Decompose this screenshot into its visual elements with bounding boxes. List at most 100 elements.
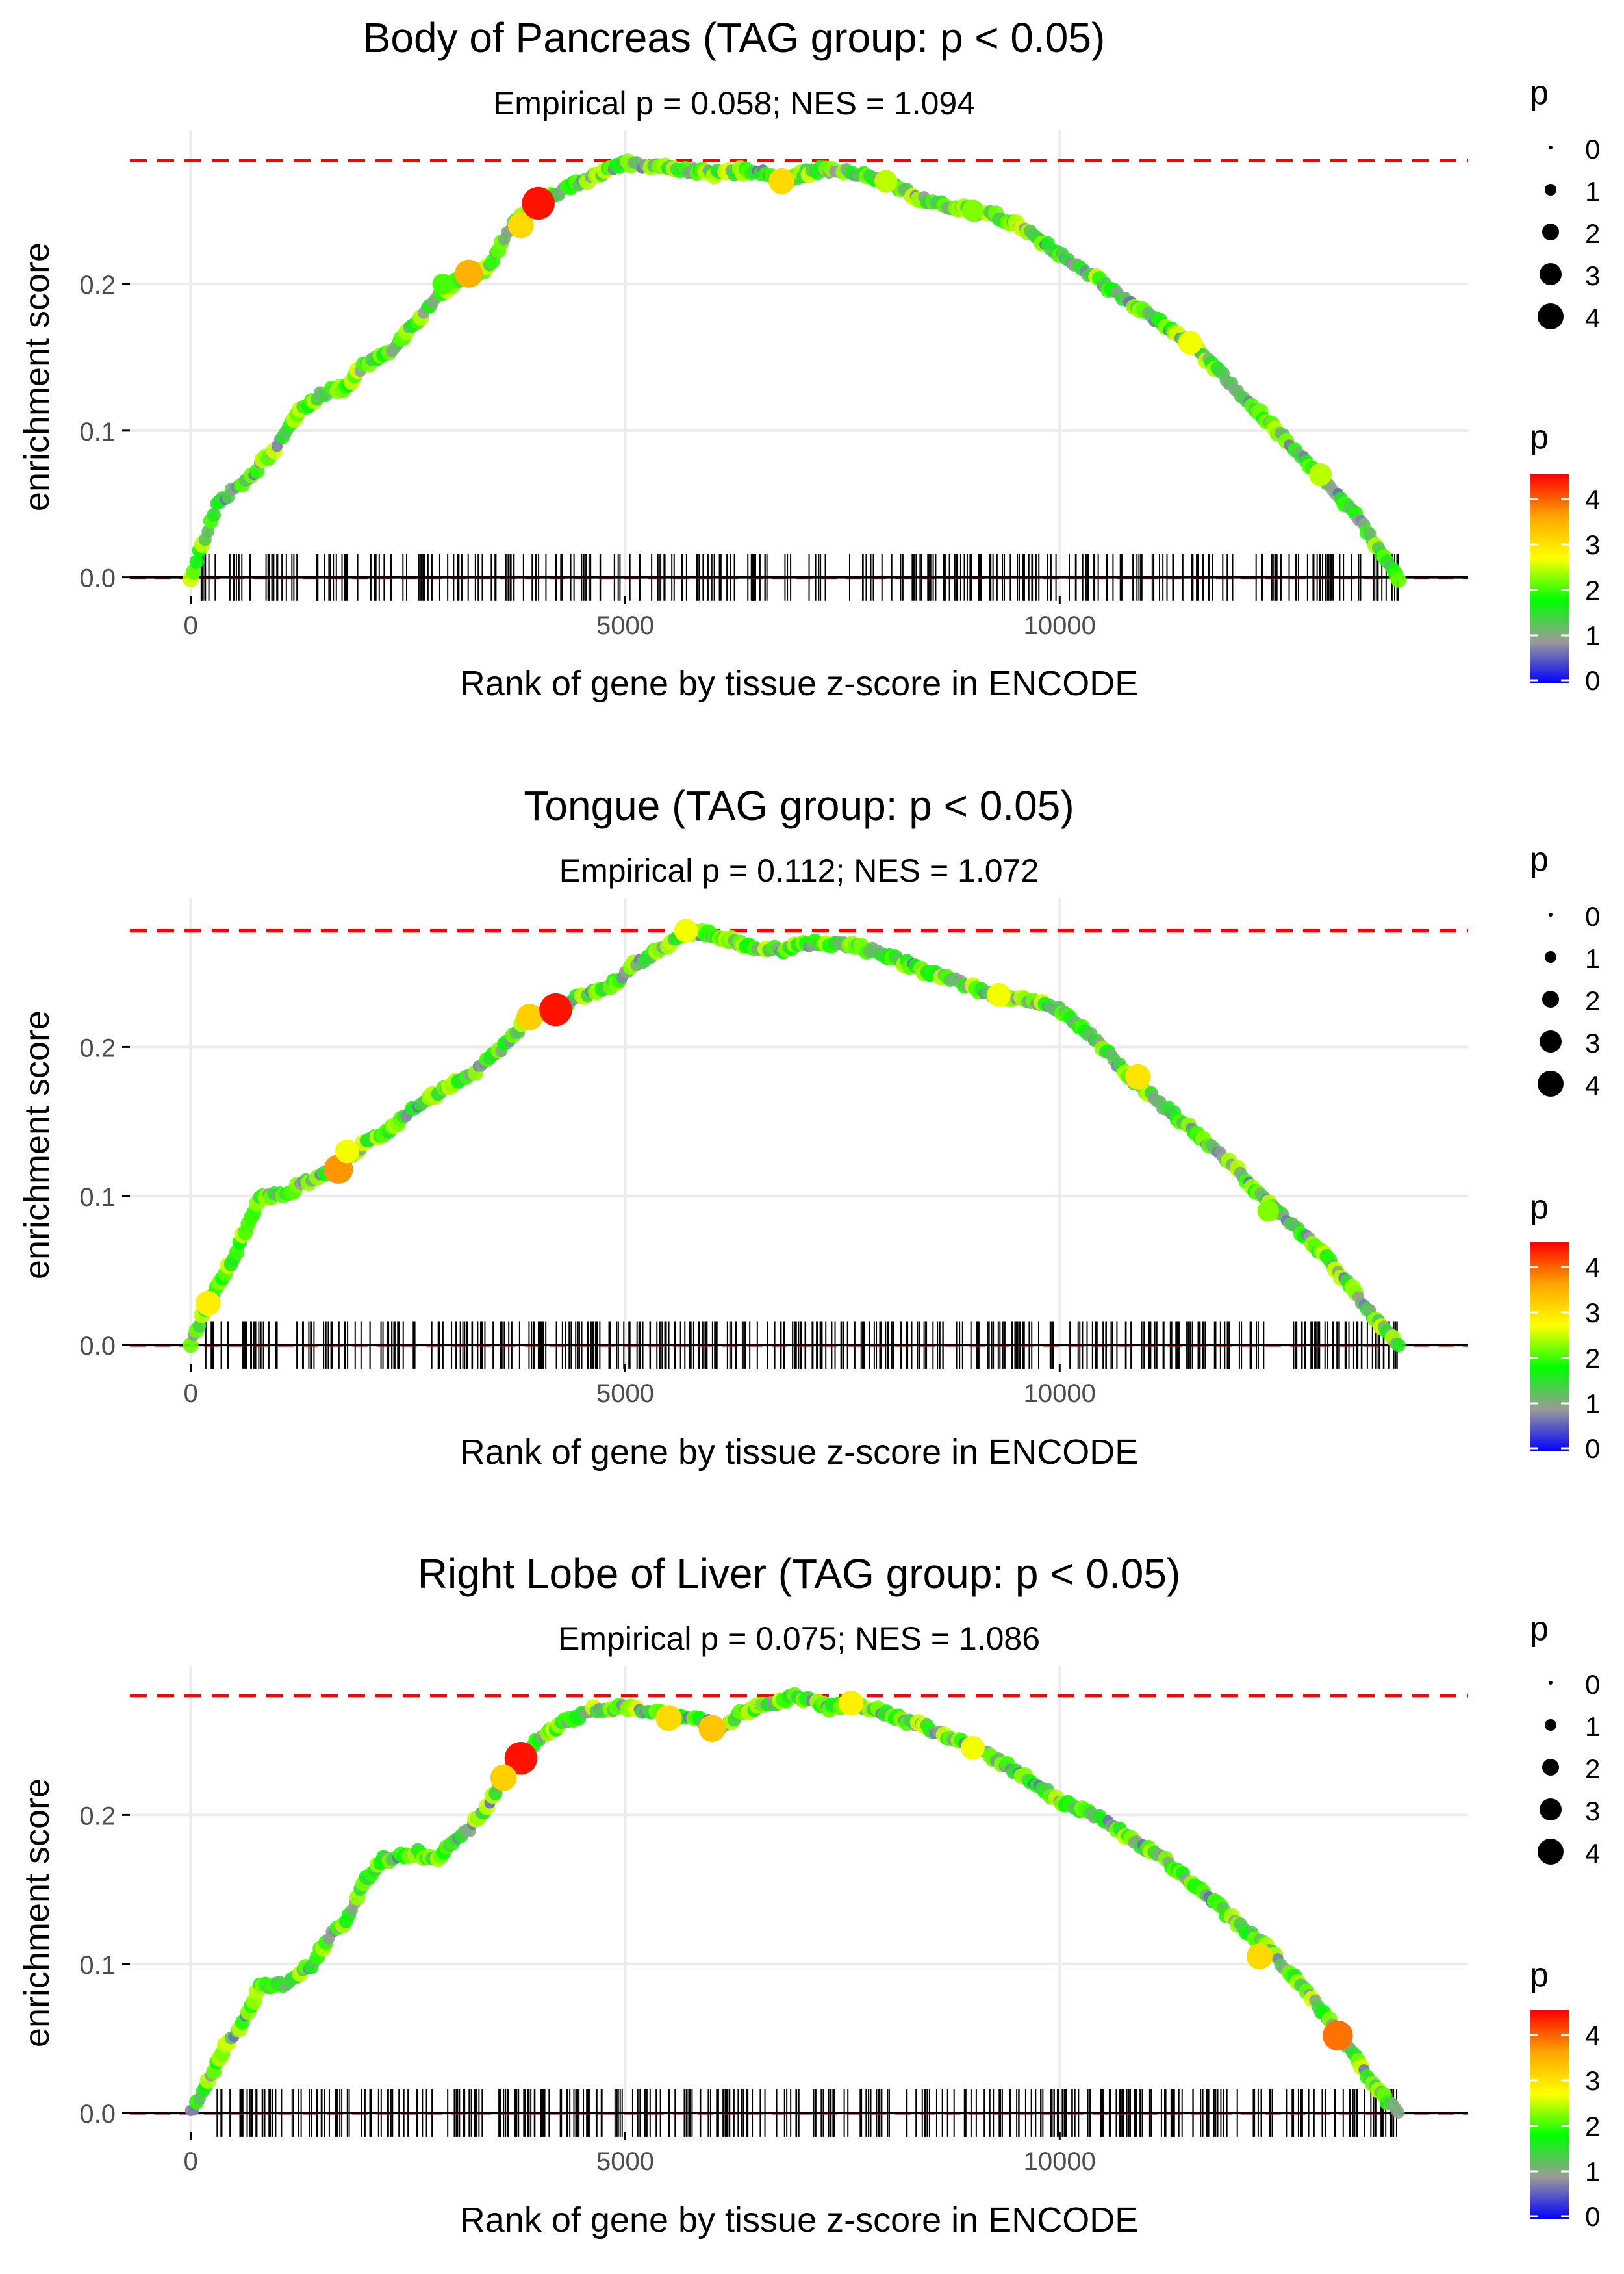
highlight-point-4 bbox=[839, 1691, 864, 1716]
x-axis-label: Rank of gene by tissue z-score in ENCODE bbox=[460, 664, 1138, 703]
legend-color-title: p bbox=[1530, 1188, 1549, 1226]
y-tick-label-2: 0.2 bbox=[79, 1802, 116, 1830]
legend-color: p 4 3 2 1 0 bbox=[1530, 418, 1600, 696]
highlight-point-2 bbox=[335, 1139, 359, 1164]
legend-size-dot-3 bbox=[1540, 1798, 1562, 1820]
legend-color-label-4: 4 bbox=[1585, 484, 1600, 515]
y-tick-label-1: 0.1 bbox=[79, 1183, 116, 1212]
highlight-points bbox=[432, 168, 1332, 487]
legend-size: p 0 1 2 3 4 bbox=[1530, 841, 1600, 1101]
highlight-point-4 bbox=[768, 168, 795, 195]
legend-color-label-1: 1 bbox=[1585, 1388, 1600, 1419]
legend-color-label-4: 4 bbox=[1585, 2020, 1600, 2050]
es-point bbox=[1391, 1338, 1406, 1353]
legend-color-label-3: 3 bbox=[1585, 2065, 1600, 2096]
legend-color-label-1: 1 bbox=[1585, 2156, 1600, 2187]
y-tick-label-0: 0.0 bbox=[79, 2100, 116, 2128]
legend-size-dot-1 bbox=[1545, 951, 1556, 963]
legend-size-dot-4 bbox=[1538, 1839, 1564, 1865]
legend-color-label-2: 2 bbox=[1585, 2111, 1600, 2141]
y-tick-label-2: 0.2 bbox=[79, 1034, 116, 1062]
chart-title: Body of Pancreas (TAG group: p < 0.05) bbox=[363, 14, 1106, 61]
highlight-point-0 bbox=[504, 1742, 538, 1775]
y-tick-label-2: 0.2 bbox=[79, 271, 116, 300]
y-axis: 0.0 0.1 0.2 bbox=[79, 271, 130, 593]
x-tick-label-0: 0 bbox=[184, 1379, 198, 1408]
highlight-point-6 bbox=[987, 982, 1011, 1007]
plot-area bbox=[130, 898, 1468, 1369]
y-tick-label-0: 0.0 bbox=[79, 565, 116, 593]
legend-color-label-3: 3 bbox=[1585, 530, 1600, 560]
x-tick-label-1: 5000 bbox=[596, 1379, 654, 1408]
highlight-point-6 bbox=[961, 199, 984, 222]
highlight-point-7 bbox=[1178, 330, 1202, 355]
highlight-point-3 bbox=[516, 1004, 543, 1030]
es-point bbox=[183, 1337, 199, 1353]
highlight-point-1 bbox=[455, 259, 483, 288]
highlight-point-0 bbox=[432, 274, 453, 295]
legend-size-label-0: 0 bbox=[1585, 1669, 1600, 1700]
legend-size-label-0: 0 bbox=[1585, 134, 1600, 164]
legend-color-title: p bbox=[1530, 1956, 1549, 1994]
legend-color-title: p bbox=[1530, 418, 1549, 456]
legend-colorbar-ticks bbox=[1530, 498, 1569, 682]
legend-size: p 0 1 2 3 4 bbox=[1530, 1610, 1600, 1869]
x-tick-label-0: 0 bbox=[184, 611, 198, 640]
legend-size-label-1: 1 bbox=[1585, 1711, 1600, 1742]
plot-area bbox=[130, 1666, 1468, 2137]
legend-size-dot-1 bbox=[1545, 184, 1556, 196]
highlight-point-6 bbox=[1246, 1943, 1273, 1970]
chart-subtitle: Empirical p = 0.075; NES = 1.086 bbox=[558, 1620, 1040, 1657]
legend-color-label-1: 1 bbox=[1585, 620, 1600, 651]
legend-colorbar-ticks bbox=[1530, 1266, 1569, 1450]
legend-size-dot-0 bbox=[1549, 146, 1553, 149]
panel-right-lobe-of-liver: Right Lobe of Liver (TAG group: p < 0.05… bbox=[18, 1550, 1600, 2240]
panel-body-of-pancreas: Body of Pancreas (TAG group: p < 0.05) E… bbox=[18, 14, 1600, 703]
chart-title: Tongue (TAG group: p < 0.05) bbox=[524, 782, 1074, 829]
x-axis-label: Rank of gene by tissue z-score in ENCODE bbox=[460, 2201, 1138, 2240]
legend-colorbar bbox=[1530, 1242, 1569, 1451]
legend-size-label-3: 3 bbox=[1585, 1028, 1600, 1058]
legend-size-label-1: 1 bbox=[1585, 176, 1600, 207]
legend-color-label-0: 0 bbox=[1585, 2201, 1600, 2232]
legend-size-label-1: 1 bbox=[1585, 943, 1600, 974]
legend-color-label-4: 4 bbox=[1585, 1252, 1600, 1283]
legend-size-title: p bbox=[1530, 841, 1549, 878]
x-axis: 0 5000 10000 bbox=[184, 2132, 1096, 2176]
y-axis-label: enrichment score bbox=[18, 1778, 57, 2047]
y-tick-label-0: 0.0 bbox=[79, 1332, 116, 1361]
legend-size-dot-1 bbox=[1545, 1719, 1556, 1731]
highlight-points bbox=[490, 1691, 1353, 2051]
x-tick-label-1: 5000 bbox=[596, 611, 654, 640]
legend-size-label-0: 0 bbox=[1585, 901, 1600, 932]
x-axis: 0 5000 10000 bbox=[184, 596, 1096, 640]
legend-size: p 0 1 2 3 4 bbox=[1530, 74, 1600, 333]
es-point bbox=[189, 554, 204, 569]
legend-size-dot-0 bbox=[1549, 913, 1553, 917]
highlight-point-3 bbox=[522, 186, 555, 220]
highlight-point-8 bbox=[1308, 463, 1332, 487]
legend-colorbar bbox=[1530, 2010, 1569, 2219]
legend-size-label-4: 4 bbox=[1585, 1070, 1600, 1101]
highlight-point-5 bbox=[874, 170, 898, 193]
es-point bbox=[1391, 572, 1406, 588]
highlight-point-5 bbox=[674, 919, 698, 943]
legend-color-label-3: 3 bbox=[1585, 1297, 1600, 1328]
legend-size-label-4: 4 bbox=[1585, 303, 1600, 333]
legend-size-label-3: 3 bbox=[1585, 1796, 1600, 1826]
chart-subtitle: Empirical p = 0.058; NES = 1.094 bbox=[493, 85, 975, 121]
legend-size-label-4: 4 bbox=[1585, 1838, 1600, 1869]
legend-color-label-0: 0 bbox=[1585, 665, 1600, 696]
x-tick-label-1: 5000 bbox=[596, 2147, 654, 2176]
legend-size-dot-4 bbox=[1538, 1071, 1564, 1097]
legend-size-label-2: 2 bbox=[1585, 986, 1600, 1016]
y-axis-label: enrichment score bbox=[18, 1010, 57, 1279]
legend-size-label-3: 3 bbox=[1585, 261, 1600, 291]
highlight-point-2 bbox=[507, 212, 534, 238]
legend-color-label-2: 2 bbox=[1585, 1343, 1600, 1373]
highlight-point-3 bbox=[698, 1715, 726, 1743]
y-axis-label: enrichment score bbox=[18, 242, 57, 511]
legend-size-title: p bbox=[1530, 1610, 1549, 1648]
y-tick-label-1: 0.1 bbox=[79, 1951, 116, 1980]
es-point bbox=[207, 507, 221, 522]
